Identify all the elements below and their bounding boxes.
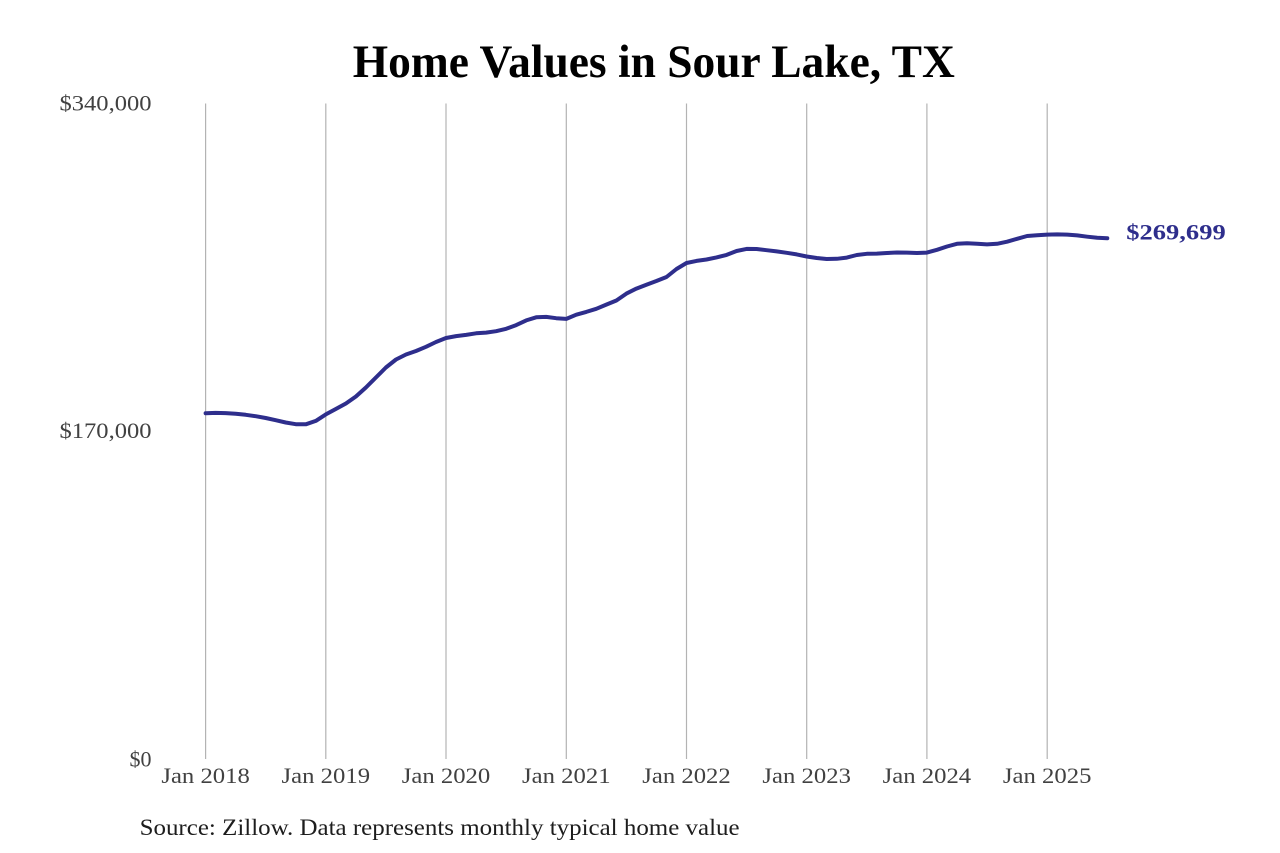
svg-text:Jan 2018: Jan 2018 — [161, 763, 250, 788]
svg-text:Jan 2021: Jan 2021 — [522, 763, 611, 788]
svg-text:Jan 2023: Jan 2023 — [762, 763, 851, 788]
svg-text:$340,000: $340,000 — [60, 91, 152, 116]
svg-text:$269,699: $269,699 — [1126, 220, 1225, 245]
svg-text:Jan 2024: Jan 2024 — [883, 763, 972, 788]
svg-text:Jan 2019: Jan 2019 — [282, 763, 371, 788]
svg-text:$0: $0 — [130, 747, 152, 772]
svg-text:Source: Zillow. Data represent: Source: Zillow. Data represents monthly … — [140, 815, 740, 841]
svg-text:Home Values in Sour Lake, TX: Home Values in Sour Lake, TX — [353, 36, 955, 88]
svg-text:$170,000: $170,000 — [60, 418, 152, 443]
svg-text:Jan 2022: Jan 2022 — [642, 763, 731, 788]
svg-text:Jan 2020: Jan 2020 — [402, 763, 491, 788]
svg-text:Jan 2025: Jan 2025 — [1003, 763, 1092, 788]
